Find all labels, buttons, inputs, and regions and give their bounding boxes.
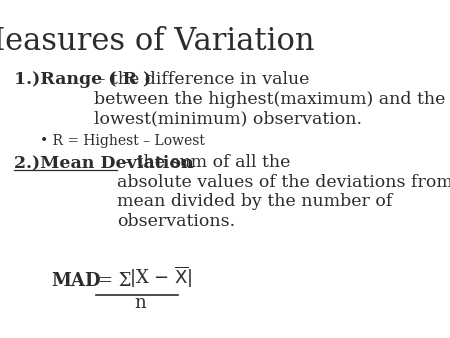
Text: = Σ: = Σ	[98, 272, 131, 290]
Text: - the difference in value
between the highest(maximum) and the
lowest(minimum) o: - the difference in value between the hi…	[94, 71, 446, 127]
Text: $|$X $-$ $\overline{\mathrm{X}}$$|$: $|$X $-$ $\overline{\mathrm{X}}$$|$	[129, 265, 192, 290]
Text: – the sum of all the
absolute values of the deviations from the
mean divided by : – the sum of all the absolute values of …	[117, 154, 450, 230]
Text: • R = Highest – Lowest: • R = Highest – Lowest	[40, 134, 204, 148]
Text: Measures of Variation: Measures of Variation	[0, 26, 315, 57]
Text: 2.)Mean Deviation: 2.)Mean Deviation	[14, 154, 194, 171]
Text: n: n	[135, 294, 146, 312]
Text: 1.)Range ( R ): 1.)Range ( R )	[14, 71, 151, 88]
Text: MAD: MAD	[51, 272, 100, 290]
